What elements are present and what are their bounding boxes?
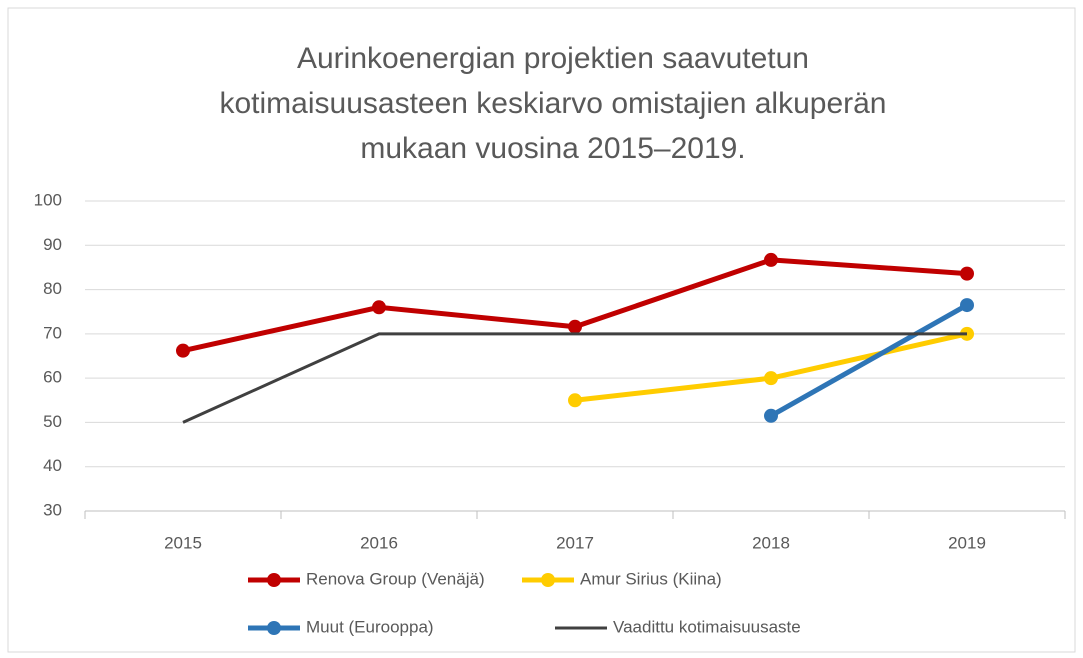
data-point — [764, 371, 778, 386]
series-line — [182, 332, 967, 424]
data-point — [960, 298, 974, 313]
y-tick-label: 70 — [43, 323, 62, 342]
legend-marker — [541, 573, 555, 587]
y-tick-label: 80 — [43, 279, 62, 298]
y-tick-label: 40 — [43, 456, 62, 475]
legend-label: Muut (Eurooppa) — [306, 617, 434, 636]
x-tick-label: 2019 — [948, 533, 986, 552]
y-tick-label: 90 — [43, 235, 62, 254]
legend-label: Vaadittu kotimaisuusaste — [613, 617, 801, 636]
chart-title: kotimaisuusasteen keskiarvo omistajien a… — [219, 87, 886, 120]
x-tick-label: 2015 — [164, 533, 202, 552]
chart-title: mukaan vuosina 2015–2019. — [360, 132, 745, 165]
chart-title: Aurinkoenergian projektien saavutetun — [297, 42, 809, 75]
y-tick-label: 100 — [34, 190, 62, 209]
y-tick-label: 60 — [43, 368, 62, 387]
x-tick-label: 2018 — [752, 533, 790, 552]
data-point — [176, 343, 190, 358]
data-point — [372, 300, 386, 315]
series-line — [769, 302, 969, 418]
legend-marker — [267, 621, 281, 635]
data-point — [568, 319, 582, 334]
x-tick-label: 2016 — [360, 533, 398, 552]
legend-label: Amur Sirius (Kiina) — [580, 569, 722, 588]
x-tick-label: 2017 — [556, 533, 594, 552]
data-point — [764, 408, 778, 423]
data-point — [960, 266, 974, 281]
data-point — [764, 252, 778, 267]
legend-marker — [267, 573, 281, 587]
y-tick-label: 50 — [43, 412, 62, 431]
y-tick-label: 30 — [43, 500, 62, 519]
chart-border — [7, 7, 1076, 653]
legend-label: Renova Group (Venäjä) — [306, 569, 485, 588]
data-point — [568, 393, 582, 408]
